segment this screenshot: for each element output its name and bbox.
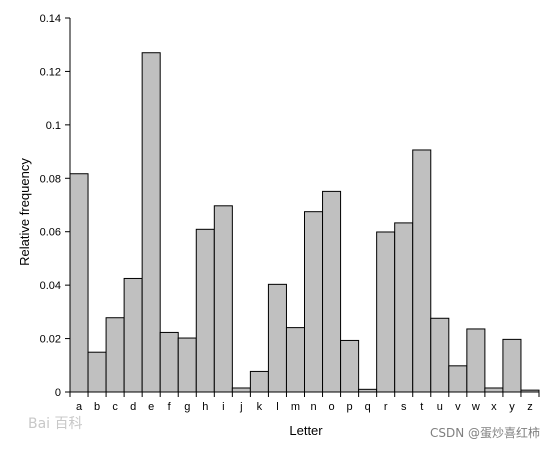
bar-j <box>231 387 251 393</box>
x-tick-label: n <box>310 401 316 413</box>
watermark-right: CSDN @蛋炒喜红柿 <box>430 425 540 440</box>
bar-w <box>466 328 486 393</box>
y-axis-ticks: 0 0.02 0.04 0.06 0.08 0.1 0.12 0.14 <box>40 13 70 399</box>
bar-x <box>484 387 504 393</box>
x-tick-label: u <box>437 401 443 413</box>
bar-a <box>69 173 89 393</box>
y-tick-label: 0.12 <box>40 66 61 78</box>
bar-c <box>105 317 125 393</box>
bar-k <box>249 370 269 393</box>
y-tick-label: 0.1 <box>46 120 61 132</box>
bar-u <box>430 317 450 393</box>
x-tick-label: g <box>184 401 190 413</box>
x-tick-label: d <box>130 401 136 413</box>
y-tick-label: 0.04 <box>40 280 61 292</box>
bar-m <box>285 327 305 393</box>
y-tick-label: 0.06 <box>40 227 61 239</box>
x-tick-label: e <box>148 401 154 413</box>
x-tick-label: m <box>291 401 300 413</box>
x-tick-label: x <box>491 401 497 413</box>
y-tick-label: 0.08 <box>40 173 61 185</box>
y-tick-label: 0 <box>55 387 61 399</box>
bar-e <box>141 52 161 393</box>
x-tick-label: t <box>420 401 423 413</box>
bar-n <box>304 211 324 393</box>
bar-h <box>195 228 215 393</box>
x-tick-label: a <box>76 401 83 413</box>
bar-f <box>159 331 179 393</box>
bar-s <box>394 222 414 393</box>
bar-b <box>87 351 107 393</box>
x-tick-label: c <box>112 401 118 413</box>
y-tick-label: 0.02 <box>40 334 61 346</box>
x-tick-label: s <box>401 401 407 413</box>
bar-o <box>322 190 342 393</box>
x-tick-label: r <box>384 401 388 413</box>
x-tick-label: i <box>222 401 224 413</box>
x-tick-label: j <box>239 401 242 413</box>
x-tick-label: p <box>347 401 353 413</box>
y-tick-label: 0.14 <box>40 13 61 25</box>
x-tick-label: w <box>471 401 480 413</box>
watermark-left: Bai 百科 <box>28 416 83 432</box>
x-tick-label: k <box>257 401 263 413</box>
bar-d <box>123 277 143 393</box>
bar-t <box>412 149 432 393</box>
x-tick-label: b <box>94 401 100 413</box>
bar-series <box>69 52 540 393</box>
bar-r <box>376 231 396 393</box>
x-tick-label: q <box>365 401 371 413</box>
x-tick-label: z <box>527 401 533 413</box>
bar-p <box>340 339 360 393</box>
bar-y <box>502 338 522 393</box>
y-axis-title: Relative frequency <box>17 158 32 266</box>
bar-v <box>448 365 468 393</box>
x-tick-label: h <box>202 401 208 413</box>
x-tick-label: y <box>509 401 515 413</box>
bar-g <box>177 337 197 393</box>
x-tick-label: f <box>168 401 172 413</box>
bar-l <box>267 283 287 393</box>
x-axis-title: Letter <box>289 423 323 438</box>
x-tick-label: o <box>328 401 334 413</box>
x-tick-label: v <box>455 401 461 413</box>
x-tick-label: l <box>276 401 278 413</box>
bar-i <box>213 205 233 393</box>
